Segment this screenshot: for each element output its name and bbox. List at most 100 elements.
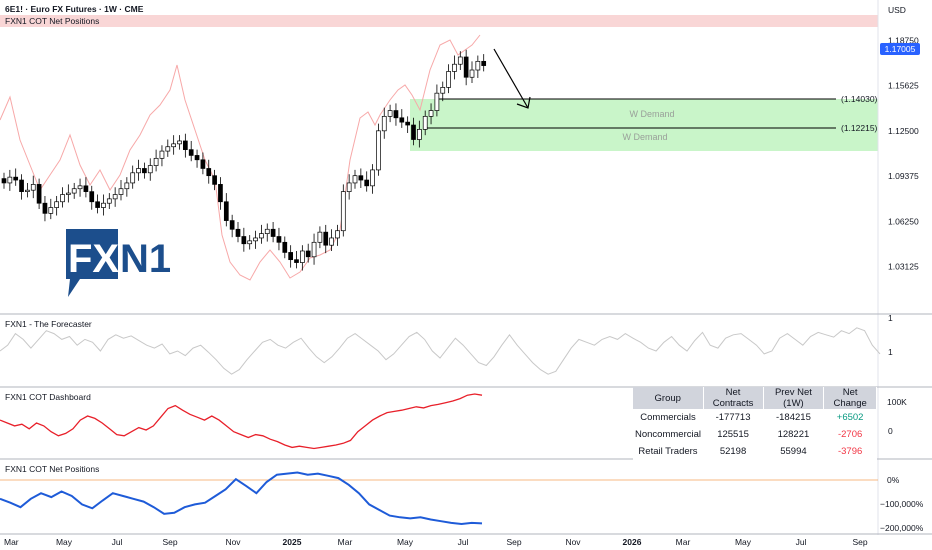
candle-body [247, 240, 253, 245]
forecaster-title: FXN1 - The Forecaster [5, 319, 92, 329]
candle-body [452, 63, 457, 72]
col-change: Net Change [823, 387, 877, 409]
fxn1-logo: FX N1 [66, 229, 178, 299]
row-change: -3796 [837, 446, 863, 457]
table-row: Commercials -177713 -184215 +6502 [633, 409, 877, 426]
candle-body [399, 117, 405, 123]
row-prev: 55994 [780, 446, 807, 457]
time-tick: Mar [338, 537, 353, 547]
logo-fx: FX [68, 237, 119, 281]
time-tick: Sep [852, 537, 867, 547]
dashboard-scale-zero: 0 [888, 426, 893, 436]
candle-body [42, 202, 48, 214]
forecaster-scale-top: 1 [888, 313, 893, 323]
candle-body [118, 188, 124, 195]
net-scale-0: 0% [887, 475, 900, 485]
candle-body [147, 165, 153, 174]
candle-body [206, 168, 212, 177]
demand-label-2: W Demand [622, 132, 667, 142]
time-axis: Mar May Jul Sep Nov 2025 Mar May Jul Sep Nov 2026 Ma… [4, 537, 868, 547]
candle-body [235, 228, 241, 237]
candle-body [305, 250, 311, 258]
net-scale-1: −100,000% [880, 499, 924, 509]
candle-body [83, 185, 89, 192]
candle-body [112, 194, 118, 200]
candle-body [241, 236, 247, 245]
candle-body [95, 201, 100, 208]
candle-body [89, 191, 95, 203]
candle-body [165, 146, 171, 152]
col-group: Group [633, 387, 704, 409]
candle-body [475, 60, 481, 71]
candle-body [212, 175, 217, 185]
candle-body [294, 259, 299, 263]
time-tick: Jul [458, 537, 469, 547]
time-tick: May [735, 537, 752, 547]
last-price-label: 1.17005 [885, 44, 916, 54]
time-tick: Nov [225, 537, 241, 547]
time-tick: Jul [112, 537, 123, 547]
demand-zone [410, 99, 878, 151]
candle-body [71, 188, 77, 194]
candle-body [446, 71, 451, 88]
candle-body [19, 179, 24, 192]
time-tick: Mar [4, 537, 19, 547]
candle-body [481, 60, 487, 66]
candle-body [200, 159, 206, 169]
candle-body [282, 241, 288, 253]
last-price-badge[interactable] [880, 43, 920, 55]
candle-body [346, 182, 352, 192]
candle-body [188, 149, 194, 156]
candle-body [218, 184, 223, 203]
forecast-arrow [493, 48, 529, 109]
overlay-label: FXN1 COT Net Positions [5, 16, 99, 26]
candle-body [352, 175, 358, 184]
candle-body [311, 241, 317, 258]
candle-body [381, 115, 387, 132]
row-group: Commercials [640, 412, 696, 423]
candle-body [422, 115, 428, 130]
demand-label-1: W Demand [629, 109, 674, 119]
row-group: Noncommercial [635, 429, 701, 440]
logo-badge [66, 229, 118, 297]
forecaster-line [0, 327, 881, 375]
price-tick: 1.18750 [888, 35, 919, 45]
candle-body [159, 150, 165, 159]
net-title: FXN1 COT Net Positions [5, 464, 99, 474]
candle-body [405, 121, 410, 126]
candle-body [335, 230, 340, 239]
row-net: 52198 [719, 446, 747, 457]
row-group: Retail Traders [638, 446, 698, 457]
row-prev: 128221 [777, 429, 810, 440]
candle-body [130, 172, 136, 184]
candle-body [7, 176, 13, 184]
time-tick: Mar [676, 537, 691, 547]
currency-label: USD [888, 5, 906, 15]
table-row: Retail Traders 52198 55994 -3796 [633, 443, 877, 460]
candle-body [77, 185, 83, 190]
level-label-2: (1.12215) [841, 123, 878, 133]
candle-body [300, 250, 305, 263]
candles [1, 49, 487, 271]
candle-body [60, 194, 65, 203]
candle-body [323, 231, 329, 246]
row-net: 125515 [717, 429, 749, 440]
row-change: +6502 [836, 412, 864, 423]
table-row: Noncommercial 125515 128221 -2706 [633, 426, 877, 443]
candle-body [101, 202, 106, 208]
candle-body [25, 189, 30, 192]
candle-body [370, 169, 375, 187]
candle-body [428, 110, 434, 117]
candle-body [30, 184, 36, 191]
top-zone [0, 15, 878, 27]
level-label-1: (1.14030) [841, 94, 878, 104]
candle-body [387, 110, 393, 117]
candle-body [276, 236, 282, 243]
forecaster-scale-mid: 1 [888, 347, 893, 357]
time-tick: Sep [162, 537, 177, 547]
price-tick: 1.09375 [888, 171, 919, 181]
dashboard-scale-top: 100K [887, 397, 907, 407]
candle-body [358, 175, 364, 181]
candle-body [434, 92, 440, 111]
